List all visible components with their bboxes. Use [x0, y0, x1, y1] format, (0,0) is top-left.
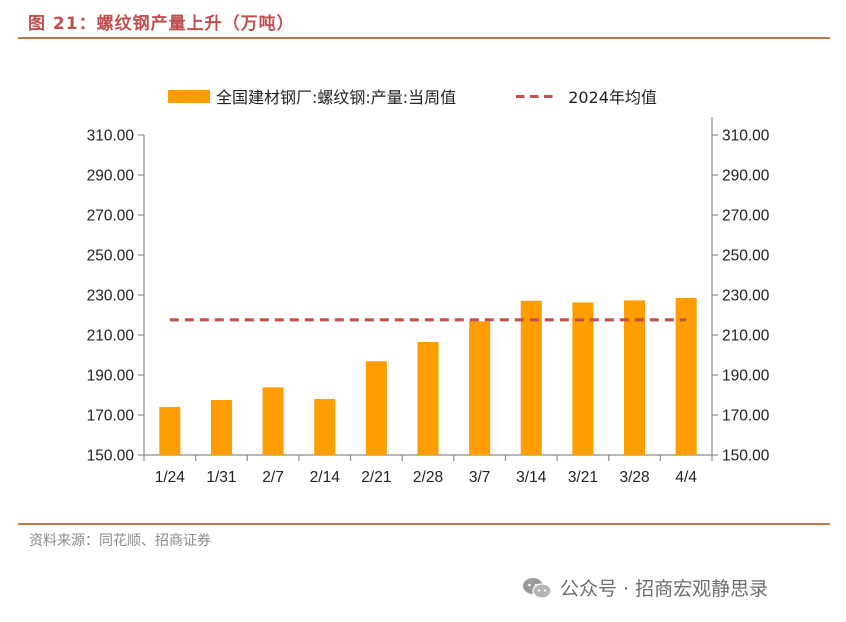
- legend-item-average: 2024年均值: [456, 84, 657, 108]
- x-tick-label: 3/21: [568, 469, 598, 486]
- legend-item-production: 全国建材钢厂:螺纹钢:产量:当周值: [168, 84, 456, 108]
- bar: [365, 361, 387, 455]
- watermark: 公众号 · 招商宏观静思录: [522, 574, 768, 601]
- x-tick-label: 2/28: [413, 469, 443, 486]
- y-tick-label-left: 310.00: [87, 128, 135, 145]
- x-tick-label: 2/7: [262, 469, 284, 486]
- bar: [675, 298, 697, 455]
- chart-bars: [159, 298, 697, 455]
- y-tick-label-right: 310.00: [722, 128, 770, 145]
- x-tick-label: 3/14: [516, 469, 547, 486]
- y-tick-label-right: 170.00: [722, 408, 770, 425]
- x-tick-label: 1/31: [206, 469, 236, 486]
- y-tick-label-right: 210.00: [722, 328, 770, 345]
- x-tick-label: 2/21: [361, 469, 391, 486]
- bar: [520, 300, 542, 455]
- bar: [572, 302, 594, 455]
- y-tick-label-right: 150.00: [722, 448, 770, 465]
- chart-tick-labels: 150.00 150.00 170.00 170.00 190.00 190.00 210.…: [87, 128, 770, 487]
- bar: [314, 399, 336, 455]
- x-tick-label: 3/7: [469, 469, 491, 486]
- chart-legend: 全国建材钢厂:螺纹钢:产量:当周值 2024年均值: [168, 84, 657, 108]
- x-tick-label: 4/4: [675, 469, 697, 486]
- y-tick-label-right: 190.00: [722, 368, 770, 385]
- legend-swatch-bar: [168, 89, 210, 103]
- watermark-text: 公众号 · 招商宏观静思录: [560, 578, 769, 600]
- y-tick-label-right: 230.00: [722, 288, 770, 305]
- bar: [417, 342, 439, 455]
- source-note: 资料来源：同花顺、招商证券: [29, 533, 211, 549]
- wechat-icon: [523, 577, 552, 599]
- y-tick-label-right: 270.00: [722, 208, 770, 225]
- bar: [624, 300, 646, 455]
- y-tick-label-left: 210.00: [87, 328, 135, 345]
- y-tick-label-left: 290.00: [87, 168, 135, 185]
- bar: [210, 400, 232, 455]
- y-tick-label-right: 290.00: [722, 168, 770, 185]
- title-divider: [18, 37, 830, 39]
- y-tick-label-left: 150.00: [87, 448, 135, 465]
- legend-label-average: 2024年均值: [568, 88, 657, 107]
- y-tick-label-left: 250.00: [87, 248, 135, 265]
- bar: [469, 321, 491, 455]
- x-tick-label: 3/28: [619, 469, 649, 486]
- x-tick-label: 1/24: [155, 469, 186, 486]
- footer-divider: [18, 523, 830, 525]
- x-tick-label: 2/14: [310, 469, 341, 486]
- y-tick-label-right: 250.00: [722, 248, 770, 265]
- y-tick-label-left: 170.00: [87, 408, 135, 425]
- bar: [262, 387, 284, 455]
- bar: [159, 407, 181, 455]
- y-tick-label-left: 190.00: [87, 368, 135, 385]
- figure-title: 图 21：螺纹钢产量上升（万吨）: [28, 14, 295, 34]
- legend-label-production: 全国建材钢厂:螺纹钢:产量:当周值: [216, 88, 457, 107]
- legend-swatch-dash: [516, 94, 559, 98]
- y-tick-label-left: 230.00: [87, 288, 135, 305]
- y-tick-label-left: 270.00: [87, 208, 135, 225]
